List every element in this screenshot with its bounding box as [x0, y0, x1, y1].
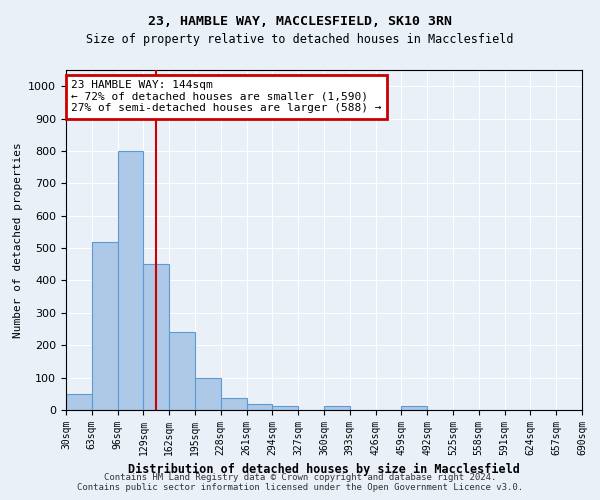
Text: Contains HM Land Registry data © Crown copyright and database right 2024.
Contai: Contains HM Land Registry data © Crown c… [77, 473, 523, 492]
Bar [401, 406, 427, 410]
Y-axis label: Number of detached properties: Number of detached properties [13, 142, 23, 338]
Bar [92, 242, 118, 410]
Text: Size of property relative to detached houses in Macclesfield: Size of property relative to detached ho… [86, 32, 514, 46]
Bar [247, 404, 272, 410]
Bar [169, 332, 195, 410]
Bar [221, 398, 247, 410]
Bar [66, 394, 92, 410]
Bar [324, 406, 350, 410]
Bar [195, 378, 221, 410]
Bar [143, 264, 169, 410]
Bar [272, 406, 298, 410]
X-axis label: Distribution of detached houses by size in Macclesfield: Distribution of detached houses by size … [128, 464, 520, 476]
Text: 23, HAMBLE WAY, MACCLESFIELD, SK10 3RN: 23, HAMBLE WAY, MACCLESFIELD, SK10 3RN [148, 15, 452, 28]
Bar [118, 151, 143, 410]
Text: 23 HAMBLE WAY: 144sqm
← 72% of detached houses are smaller (1,590)
27% of semi-d: 23 HAMBLE WAY: 144sqm ← 72% of detached … [71, 80, 382, 114]
